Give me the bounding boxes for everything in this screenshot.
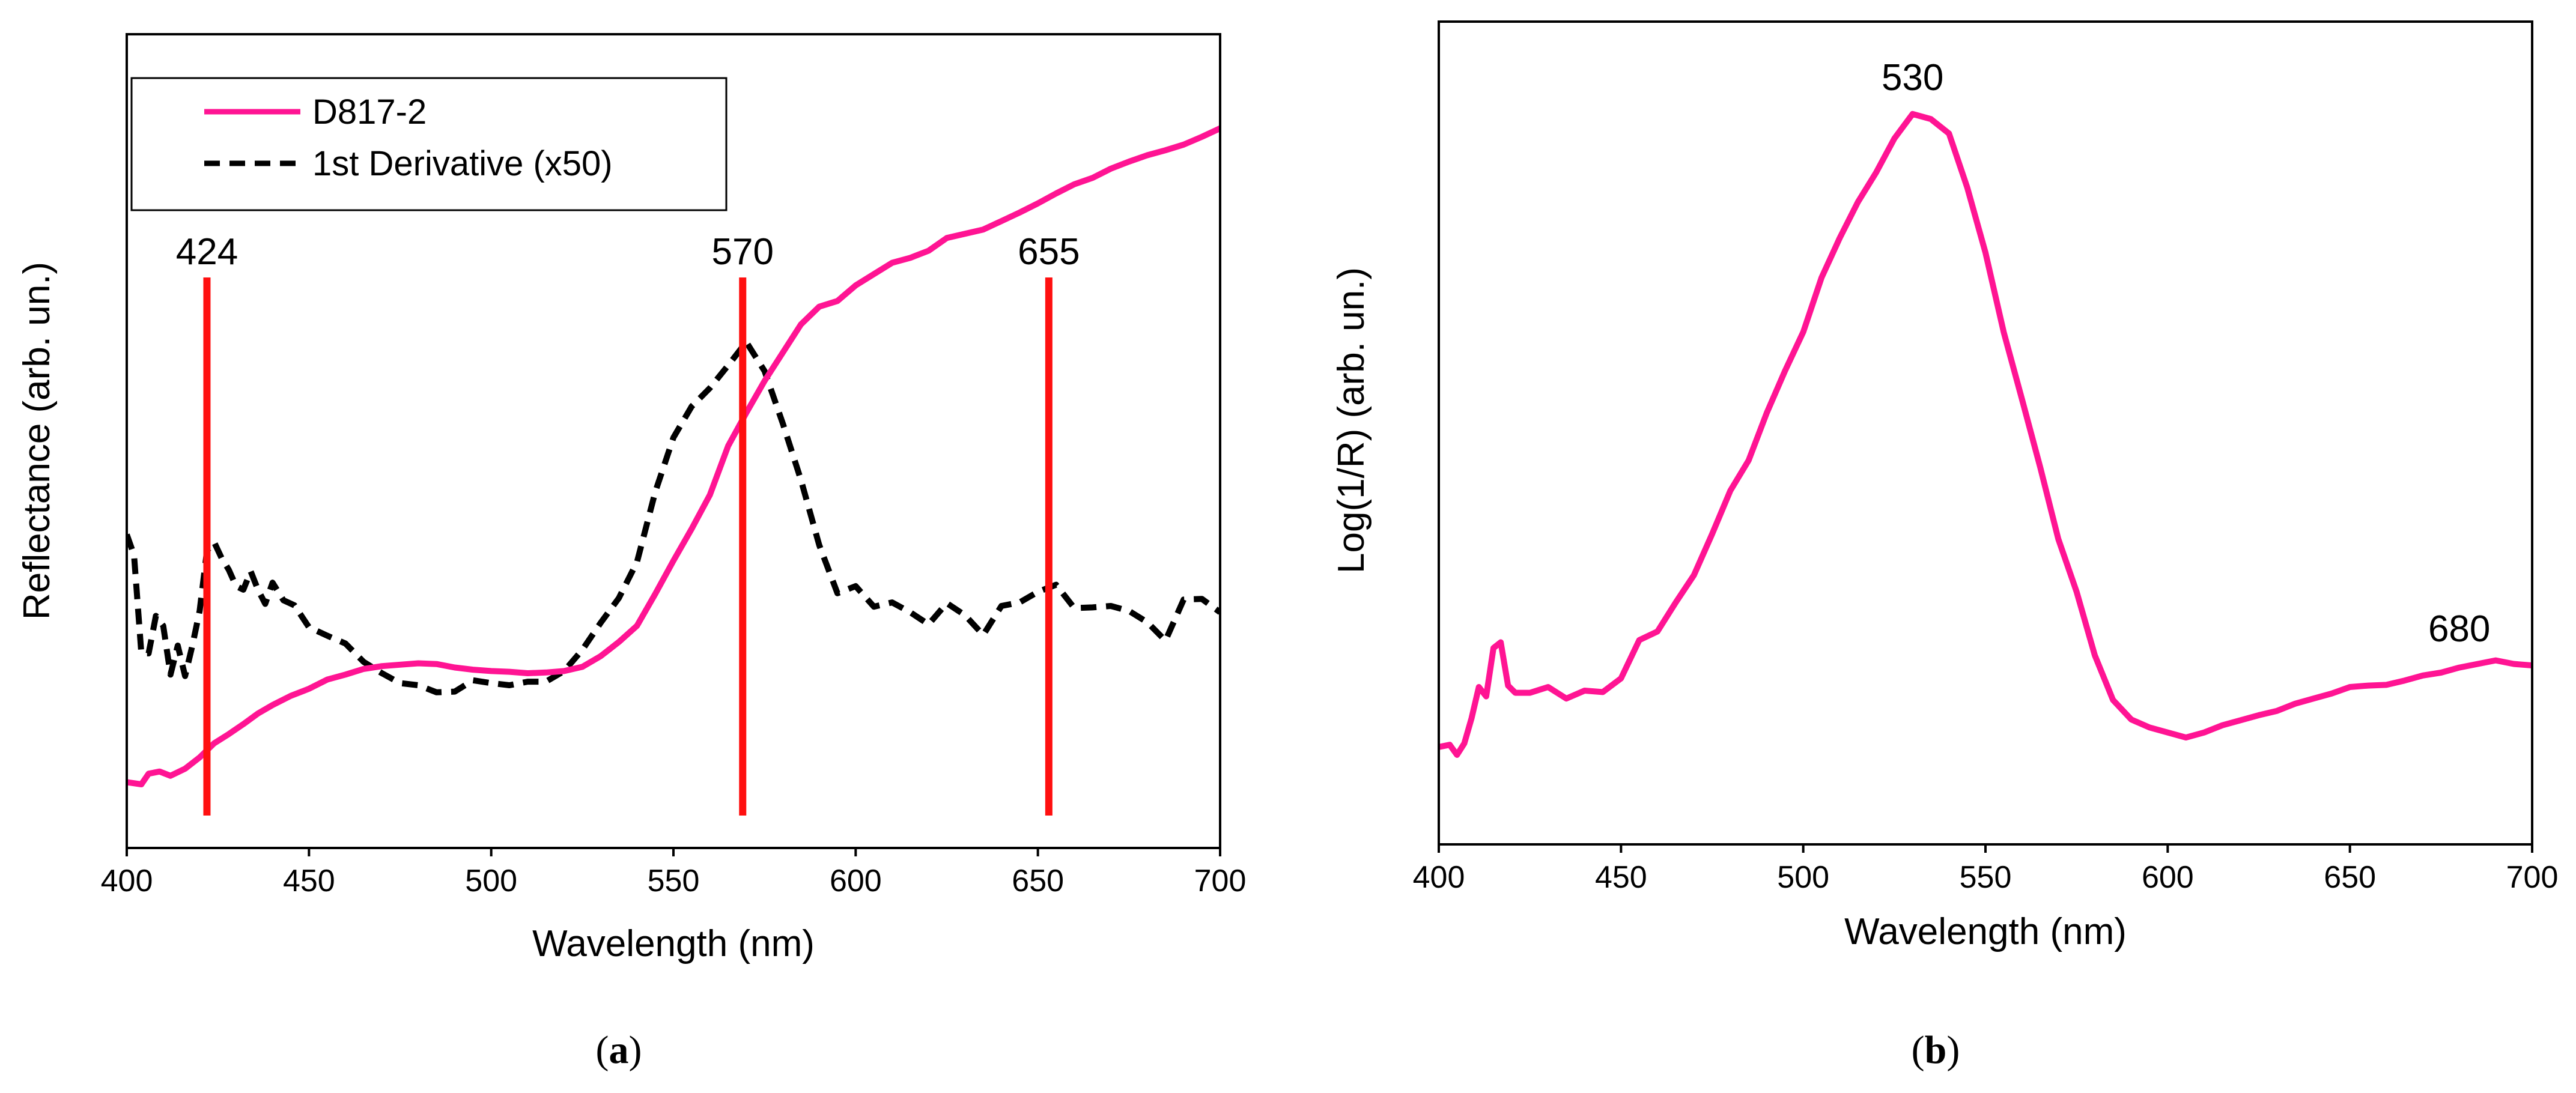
series-line-1-derivative [127, 339, 1220, 695]
a-x-tick-label-550: 550 [648, 864, 700, 898]
marker-label-424: 424 [176, 231, 238, 273]
legend-box [130, 77, 728, 211]
a-x-tick-label-400: 400 [101, 864, 153, 898]
plot-frame-b [1438, 20, 2533, 846]
legend-a: D817-2 1st Derivative (x50) [130, 77, 728, 211]
y-axis-title-b: Log(1/R) (arb. un.) [1331, 267, 1372, 574]
panel-a-reflectance-chart: 424 570 655 400 450 500 550 600 650 700 D817-2 1… [16, 33, 1247, 1072]
marker-label-570: 570 [712, 231, 774, 273]
panel-b-log-inverse-reflectance-chart: 530 680 400 450 500 550 600 650 700 Wavelength … [1331, 20, 2559, 1072]
a-x-tick-label-600: 600 [830, 864, 882, 898]
b-x-tick-label-500: 500 [1777, 860, 1829, 895]
x-axis-title-b: Wavelength (nm) [1844, 911, 2127, 952]
series-line-0 [1439, 111, 2532, 758]
b-x-tick-label-550: 550 [1960, 860, 2012, 895]
panel-label-a: (a) [596, 1028, 642, 1072]
peak-label-680: 680 [2428, 608, 2490, 650]
b-x-tick-label-600: 600 [2142, 860, 2194, 895]
y-axis-title-a: Reflectance (arb. un.) [16, 262, 58, 620]
a-x-tick-label-700: 700 [1194, 864, 1247, 898]
series-line-0 [127, 125, 1220, 787]
x-axis-title-a: Wavelength (nm) [532, 923, 815, 964]
a-x-tick-label-450: 450 [283, 864, 335, 898]
b-x-tick-label-650: 650 [2324, 860, 2376, 895]
b-x-tick-label-400: 400 [1413, 860, 1465, 895]
marker-label-655: 655 [1018, 231, 1080, 273]
legend-label-derivative: 1st Derivative (x50) [312, 144, 613, 183]
a-x-tick-label-650: 650 [1012, 864, 1064, 898]
b-x-tick-label-700: 700 [2506, 860, 2559, 895]
peak-label-530: 530 [1882, 57, 1943, 98]
b-x-tick-label-450: 450 [1595, 860, 1647, 895]
a-x-tick-label-500: 500 [465, 864, 517, 898]
panel-label-b: (b) [1912, 1028, 1960, 1072]
legend-label-d817: D817-2 [312, 92, 427, 132]
